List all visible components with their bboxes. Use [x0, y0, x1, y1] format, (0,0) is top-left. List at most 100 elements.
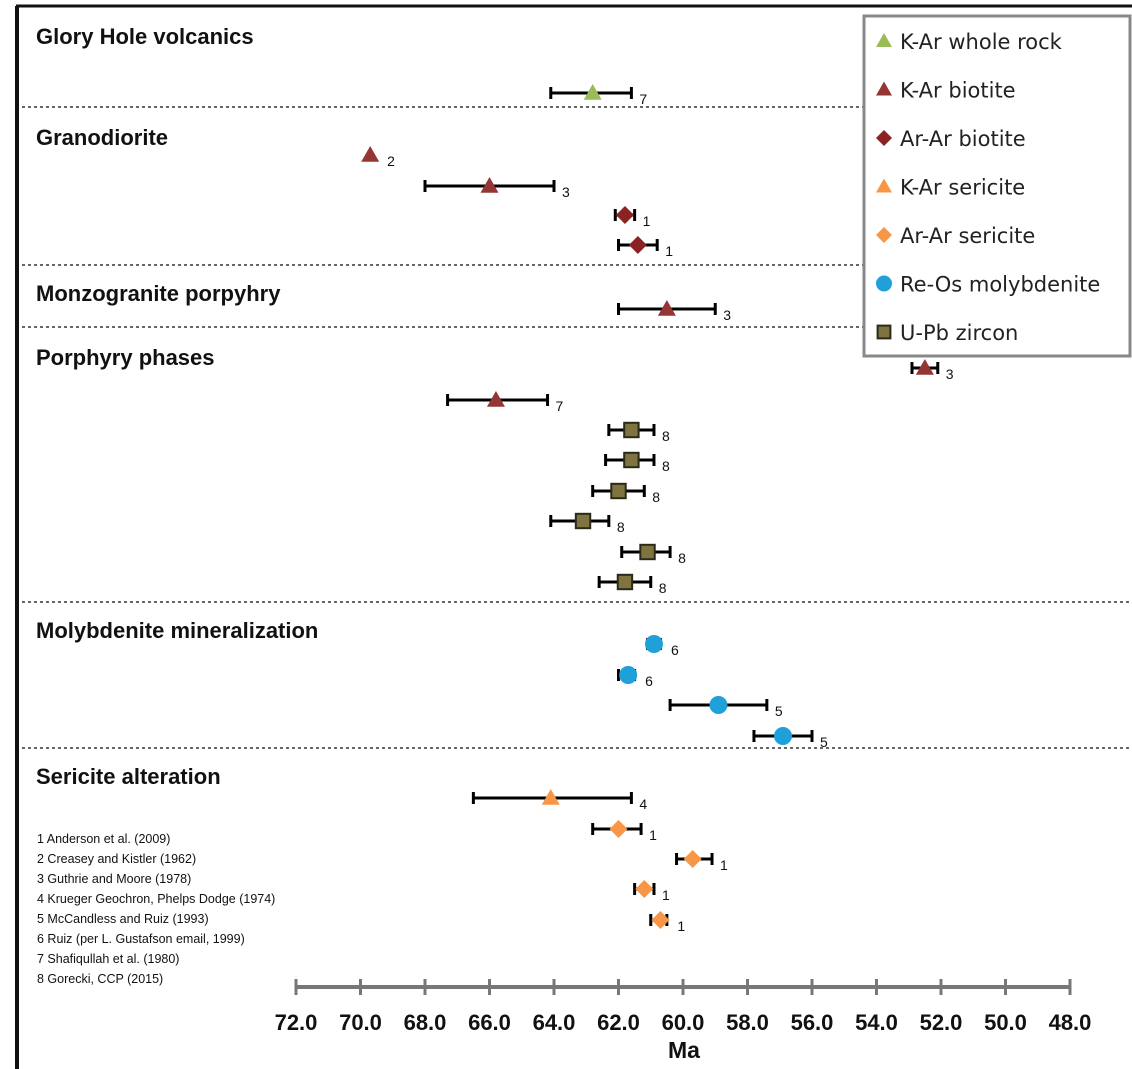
x-tick-label: 66.0	[468, 1010, 511, 1035]
reference-item: 2 Creasey and Kistler (1962)	[37, 852, 196, 866]
data-point-reos-molybdenite: 6	[644, 635, 679, 658]
x-axis-title: Ma	[668, 1037, 700, 1063]
legend: K-Ar whole rock K-Ar biotite Ar-Ar biotite…	[862, 14, 1132, 358]
legend-item-arar-biotite: Ar-Ar biotite	[876, 127, 1026, 151]
legend-item-arar-sericite: Ar-Ar sericite	[876, 224, 1035, 248]
reference-item: 5 McCandless and Ruiz (1993)	[37, 912, 209, 926]
data-point-upb-zircon: 8	[620, 543, 686, 566]
legend-label: K-Ar biotite	[900, 79, 1016, 103]
legend-item-kar-sericite: K-Ar sericite	[876, 176, 1025, 200]
data-point-kar-biotite: 7	[446, 391, 564, 414]
reference-number-label: 8	[652, 489, 660, 505]
marker-triangle	[486, 391, 505, 407]
reference-number-label: 8	[662, 458, 670, 474]
legend-label: K-Ar sericite	[900, 176, 1025, 200]
marker-square	[623, 451, 640, 469]
data-point-arar-sericite: 1	[649, 911, 685, 934]
x-tick-label: 54.0	[855, 1010, 898, 1035]
x-axis: 72.0 70.0 68.0 66.0 64.0 62.0 60.0 58.0 56.0 54.0…	[275, 979, 1092, 1035]
legend-marker-square	[876, 324, 892, 340]
reference-number-label: 4	[639, 796, 647, 812]
x-tick-label: 62.0	[597, 1010, 640, 1035]
x-tick-label: 72.0	[275, 1010, 318, 1035]
marker-circle	[773, 727, 792, 745]
reference-number-label: 8	[659, 580, 667, 596]
marker-triangle	[583, 84, 602, 100]
marker-circle	[619, 666, 638, 684]
x-tick-label: 64.0	[533, 1010, 576, 1035]
data-point-arar-sericite: 1	[591, 820, 657, 843]
reference-number-label: 6	[671, 642, 679, 658]
x-tick-label: 48.0	[1049, 1010, 1092, 1035]
section-title-granodiorite: Granodiorite	[36, 125, 168, 150]
marker-triangle	[657, 300, 676, 316]
x-tick-label: 70.0	[339, 1010, 382, 1035]
reference-number-label: 1	[665, 243, 673, 259]
legend-marker-triangle	[876, 178, 892, 193]
reference-item: 6 Ruiz (per L. Gustafson email, 1999)	[37, 932, 245, 946]
section-title-monzogranite: Monzogranite porpyhry	[36, 281, 281, 306]
marker-square	[574, 512, 592, 530]
legend-label: K-Ar whole rock	[900, 30, 1063, 54]
legend-marker-circle	[876, 275, 892, 292]
reference-item: 3 Guthrie and Moore (1978)	[37, 872, 191, 886]
reference-number-label: 7	[639, 91, 647, 107]
legend-marker-diamond	[876, 227, 892, 243]
section-title-glory-hole: Glory Hole volcanics	[36, 24, 254, 49]
data-point-upb-zircon: 8	[591, 482, 660, 505]
reference-number-label: 1	[720, 857, 728, 873]
reference-number-label: 5	[775, 703, 783, 719]
reference-number-label: 1	[649, 827, 657, 843]
reference-number-label: 7	[556, 398, 564, 414]
reference-number-label: 8	[617, 519, 625, 535]
legend-box	[862, 14, 1132, 358]
reference-number-label: 8	[662, 428, 670, 444]
marker-diamond	[628, 236, 647, 254]
data-point-kar-biotite: 3	[617, 300, 731, 323]
data-point-upb-zircon: 8	[607, 421, 670, 444]
legend-item-kar-whole-rock: K-Ar whole rock	[876, 30, 1063, 54]
marker-square	[623, 421, 640, 439]
marker-square	[639, 543, 656, 561]
marker-triangle	[915, 359, 934, 375]
marker-circle	[709, 696, 728, 714]
data-point-arar-biotite: 1	[613, 206, 651, 229]
reference-item: 7 Shafiqullah et al. (1980)	[37, 952, 179, 966]
section-title-sericite: Sericite alteration	[36, 764, 221, 789]
marker-diamond	[635, 880, 654, 898]
x-tick-label: 56.0	[791, 1010, 834, 1035]
reference-list: 1 Anderson et al. (2009) 2 Creasey and K…	[37, 832, 275, 986]
legend-marker-triangle	[876, 33, 892, 47]
reference-number-label: 8	[678, 550, 686, 566]
data-point-upb-zircon: 8	[604, 451, 670, 474]
legend-item-upb-zircon: U-Pb zircon	[876, 321, 1018, 345]
x-tick-label: 68.0	[404, 1010, 447, 1035]
data-point-arar-sericite: 1	[633, 880, 670, 903]
marker-square	[616, 573, 634, 591]
reference-item: 1 Anderson et al. (2009)	[37, 832, 170, 846]
x-tick-label: 50.0	[984, 1010, 1027, 1035]
reference-number-label: 3	[946, 366, 954, 382]
reference-number-label: 6	[645, 673, 653, 689]
data-point-arar-sericite: 1	[675, 850, 728, 873]
data-point-kar-sericite: 4	[471, 789, 647, 812]
x-tick-label: 58.0	[726, 1010, 769, 1035]
marker-triangle	[480, 177, 499, 193]
marker-diamond	[683, 850, 702, 868]
data-point-kar-biotite: 3	[423, 177, 570, 200]
data-point-reos-molybdenite: 6	[617, 666, 653, 689]
data-point-reos-molybdenite: 5	[752, 727, 828, 750]
marker-diamond	[609, 820, 628, 838]
data-point-reos-molybdenite: 5	[668, 696, 783, 719]
data-point-kar-whole-rock: 7	[549, 84, 647, 107]
legend-label: U-Pb zircon	[900, 321, 1018, 345]
reference-number-label: 3	[562, 184, 570, 200]
marker-triangle	[541, 789, 560, 805]
marker-circle	[644, 635, 663, 653]
reference-number-label: 3	[723, 307, 731, 323]
marker-triangle	[361, 146, 380, 162]
marker-diamond	[615, 206, 634, 224]
data-point-arar-biotite: 1	[617, 236, 673, 259]
